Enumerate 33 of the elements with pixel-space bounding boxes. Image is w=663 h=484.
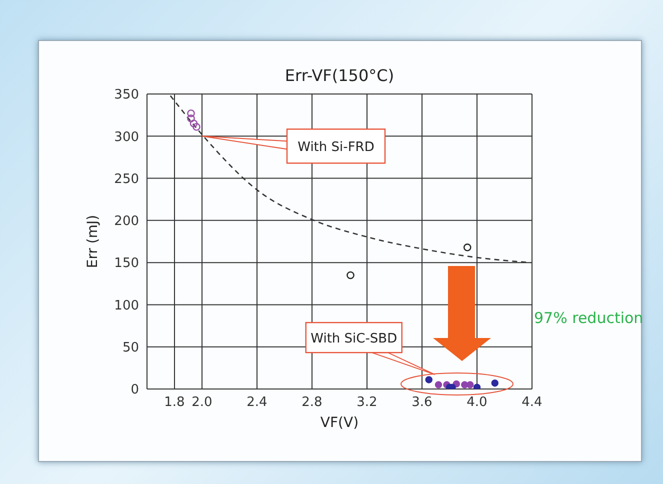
y-axis-title: Err (mJ) <box>84 214 101 268</box>
point <box>491 380 498 387</box>
x-tick-label: 2.0 <box>192 395 212 410</box>
point <box>434 381 442 388</box>
x-axis-title: VF(V) <box>320 415 359 431</box>
x-tick-label: 3.6 <box>412 395 432 410</box>
point <box>425 376 432 384</box>
y-tick-label: 50 <box>122 340 139 356</box>
point <box>192 122 200 131</box>
y-tick-label: 350 <box>114 88 139 103</box>
x-tick-label: 1.8 <box>164 395 185 410</box>
x-tick-label: 2.8 <box>302 395 322 410</box>
y-tick-label: 200 <box>114 214 139 230</box>
text: 97% reduction <box>534 309 644 327</box>
point <box>187 114 195 122</box>
y-tick-label: 250 <box>114 172 139 187</box>
point <box>187 109 195 118</box>
point <box>190 120 198 128</box>
point <box>463 244 472 252</box>
y-tick-label: 100 <box>114 298 139 314</box>
annotation: With Si-FRD <box>298 140 374 156</box>
y-tick-label: 0 <box>130 382 139 398</box>
annotation: With SiC-SBD <box>310 332 398 347</box>
chart-title: Err-VF(150°C) <box>284 66 396 85</box>
y-tick-label: 300 <box>114 130 139 145</box>
callout-box: With SiC-SBD <box>305 322 436 376</box>
y-tick-label: 150 <box>114 256 139 272</box>
x-tick-label: 4.4 <box>522 395 542 410</box>
x-tick-label: 4.0 <box>466 395 488 410</box>
point <box>346 271 354 280</box>
point <box>466 381 474 388</box>
x-tick-label: 3.2 <box>356 395 378 410</box>
x-tick-label: 2.4 <box>246 395 268 410</box>
